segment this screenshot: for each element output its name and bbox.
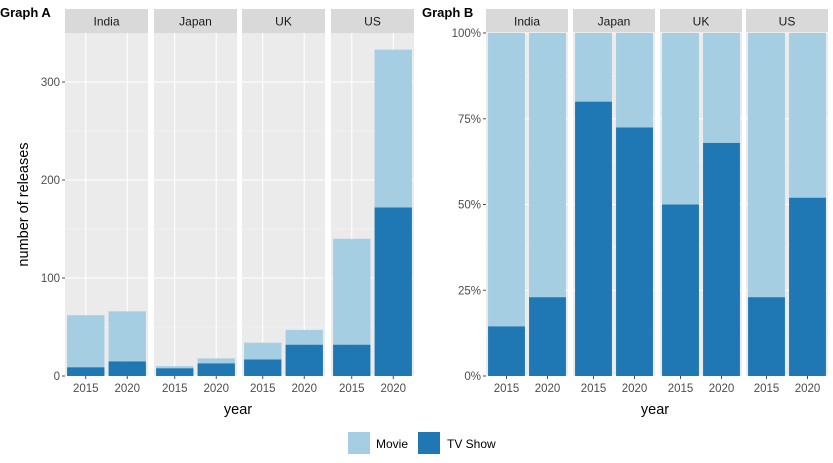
- y-tick-label: 100: [41, 273, 60, 285]
- facet-label: Japan: [179, 15, 212, 29]
- facet-label: UK: [693, 15, 710, 29]
- x-tick-label: 2015: [73, 383, 99, 395]
- x-tick-label: 2015: [339, 383, 365, 395]
- panel-japan: Japan 2015 2020: [573, 9, 655, 395]
- y-axis-title: number of releases: [16, 142, 32, 266]
- bar-tv-show-japan-2020: [616, 127, 653, 376]
- bar-movie-us-2020: [789, 33, 826, 198]
- facet-strip: [486, 9, 568, 33]
- bar-movie-us-2015: [333, 238, 371, 345]
- bar-tv-show-india-2015: [67, 367, 105, 376]
- bar-movie-uk-2020: [703, 33, 740, 143]
- panel-background: [242, 33, 325, 376]
- panel-us: US 2015 2020: [331, 9, 414, 395]
- graph-title: Graph A: [0, 5, 51, 20]
- bar-movie-japan-2015: [575, 33, 612, 102]
- x-axis-title: year: [224, 402, 252, 418]
- y-tick-label: 50%: [458, 200, 481, 212]
- x-tick-label: 2015: [494, 383, 520, 395]
- bar-tv-show-india-2015: [488, 326, 525, 376]
- y-tick-label: 0%: [464, 371, 481, 383]
- facet-label: UK: [275, 15, 292, 29]
- graph-title: Graph B: [422, 5, 473, 20]
- facet-strip: [65, 9, 148, 33]
- legend-label-tv-show: TV Show: [447, 437, 496, 451]
- panel-background: [154, 33, 237, 376]
- graph-graph-b: Graph B India 2015 2020 Japan 2015 2020 UK 2015 2…: [422, 5, 828, 418]
- bar-tv-show-us-2015: [748, 297, 785, 376]
- bar-tv-show-uk-2020: [703, 142, 740, 376]
- x-tick-label: 2020: [203, 383, 229, 395]
- facet-strip: [660, 9, 742, 33]
- bar-movie-japan-2020: [616, 33, 653, 128]
- facet-label: Japan: [598, 15, 631, 29]
- x-tick-label: 2020: [622, 383, 648, 395]
- bar-tv-show-japan-2015: [156, 368, 194, 376]
- x-tick-label: 2020: [114, 383, 140, 395]
- y-tick-label: 75%: [458, 114, 481, 126]
- bar-tv-show-us-2015: [333, 344, 371, 376]
- x-tick-label: 2020: [795, 383, 821, 395]
- bar-movie-uk-2015: [662, 33, 699, 205]
- x-tick-label: 2020: [380, 383, 406, 395]
- bar-tv-show-japan-2015: [575, 101, 612, 376]
- facet-label: US: [364, 15, 381, 29]
- x-axis-title: year: [641, 402, 669, 418]
- bar-movie-india-2015: [67, 315, 105, 368]
- x-tick-label: 2015: [754, 383, 780, 395]
- panel-uk: UK 2015 2020: [242, 9, 325, 395]
- bar-tv-show-uk-2020: [285, 344, 323, 376]
- facet-strip: [154, 9, 237, 33]
- panel-japan: Japan 2015 2020: [154, 9, 237, 395]
- bar-tv-show-india-2020: [108, 361, 146, 376]
- bar-tv-show-india-2020: [529, 297, 566, 376]
- bar-tv-show-us-2020: [789, 197, 826, 376]
- bar-movie-japan-2020: [197, 358, 235, 364]
- x-tick-label: 2020: [291, 383, 317, 395]
- facet-strip: [331, 9, 414, 33]
- facet-label: US: [779, 15, 796, 29]
- facet-strip: [573, 9, 655, 33]
- legend-swatch-tv-show: [418, 432, 440, 454]
- y-tick-label: 100%: [452, 28, 481, 40]
- x-tick-label: 2015: [668, 383, 694, 395]
- y-tick-label: 25%: [458, 285, 481, 297]
- bar-tv-show-uk-2015: [662, 204, 699, 376]
- bar-tv-show-us-2020: [374, 207, 412, 376]
- x-tick-label: 2020: [709, 383, 735, 395]
- bar-tv-show-japan-2020: [197, 363, 235, 376]
- panel-india: India 2015 2020: [486, 9, 568, 395]
- panel-us: US 2015 2020: [746, 9, 828, 395]
- facet-strip: [242, 9, 325, 33]
- panel-uk: UK 2015 2020: [660, 9, 742, 395]
- x-tick-label: 2015: [162, 383, 188, 395]
- bar-movie-uk-2015: [244, 342, 282, 360]
- legend-swatch-movie: [348, 432, 370, 454]
- facet-label: India: [514, 15, 540, 29]
- y-tick-label: 300: [41, 77, 60, 89]
- x-tick-label: 2015: [250, 383, 276, 395]
- graph-graph-a: Graph A India 2015 2020 Japan 2015 2020 UK 2015 2…: [0, 5, 414, 418]
- bar-movie-india-2020: [529, 33, 566, 298]
- y-tick-label: 0: [54, 371, 60, 383]
- x-tick-label: 2015: [581, 383, 607, 395]
- bar-movie-uk-2020: [285, 329, 323, 345]
- facet-label: India: [93, 15, 119, 29]
- bar-tv-show-uk-2015: [244, 359, 282, 376]
- y-tick-label: 200: [41, 175, 60, 187]
- legend: Movie TV Show: [348, 432, 496, 454]
- bar-movie-us-2015: [748, 33, 785, 298]
- bar-movie-us-2020: [374, 49, 412, 208]
- facet-strip: [746, 9, 828, 33]
- legend-label-movie: Movie: [376, 437, 408, 451]
- x-tick-label: 2020: [535, 383, 561, 395]
- bar-movie-india-2020: [108, 311, 146, 362]
- bar-movie-india-2015: [488, 33, 525, 327]
- panel-india: India 2015 2020: [65, 9, 148, 395]
- bar-movie-japan-2015: [156, 366, 194, 369]
